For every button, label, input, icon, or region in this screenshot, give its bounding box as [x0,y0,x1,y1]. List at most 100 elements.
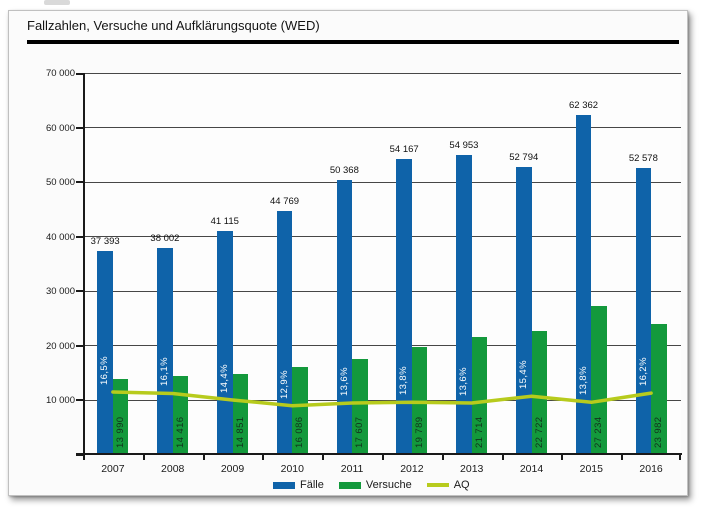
x-axis-tick [679,455,681,460]
gridline [83,399,681,401]
aq-percent-label: 13,6% [338,367,350,397]
bar-value-label-rotated: 14 851 [234,416,246,448]
x-axis-tick [142,455,145,460]
year-label: 2015 [579,463,603,475]
x-axis-tick [382,455,384,460]
bar-value-label: 38 002 [150,232,180,244]
legend-swatch-aq [426,483,449,487]
year-label: 2013 [460,463,484,475]
bar-faelle [396,159,412,455]
x-axis-tick [561,455,564,460]
gridline [83,72,681,74]
bar-value-label: 62 362 [569,99,599,111]
year-label: 2009 [220,463,245,475]
gridline [83,345,681,347]
legend-item-versuche: Versuche [338,479,412,491]
year-label: 2014 [519,463,544,475]
bar-versuche [232,373,248,455]
legend-label-faelle: Fälle [300,479,324,491]
bar-faelle [97,250,113,455]
y-axis-tick [76,73,83,75]
x-axis-tick [262,455,265,460]
x-axis-line [76,453,682,455]
bar-value-label-rotated: 19 789 [413,416,425,448]
y-tick-label: 50 000 [45,177,75,189]
bar-versuche [292,367,308,455]
bar-value-label-rotated: 22 722 [533,416,545,448]
bar-faelle [635,168,652,455]
bar-value-label-rotated: 13 990 [114,416,126,448]
bar-value-label: 50 368 [329,165,359,177]
x-axis-tick [501,455,504,460]
y-axis-tick [76,126,83,129]
y-axis-tick [76,344,83,347]
bar-versuche [471,336,488,455]
aq-percent-label: 13,8% [398,366,410,396]
bar-value-label-rotated: 21 714 [473,416,485,448]
y-tick-label: 60 000 [45,122,75,134]
bar-value-label-rotated: 17 607 [354,416,366,448]
year-label: 2010 [280,463,304,475]
y-axis-tick [76,290,83,293]
bar-value-label: 44 769 [270,195,300,207]
aq-percent-label: 14,4% [219,364,230,393]
legend-label-aq: AQ [453,479,470,491]
bar-versuche [651,324,667,455]
y-axis-tick [76,454,83,456]
year-label: 2007 [101,463,125,475]
aq-percent-label: 16,1% [159,357,171,387]
x-axis-tick [441,455,444,460]
bar-faelle [516,166,532,455]
bar-faelle [336,180,353,455]
legend-item-aq: AQ [426,479,470,491]
y-axis-line [83,73,85,457]
y-tick-label: 10 000 [45,395,75,407]
plot-area: 37 393 38 002 41 115 44 769 50 368 54 167 54 9… [76,72,682,460]
bar-value-label: 54 953 [449,140,479,152]
y-axis-tick [76,181,83,184]
scan-artifact [44,0,70,5]
bar-value-label: 52 794 [509,151,539,163]
legend: Fälle Versuche AQ [273,479,470,491]
gridline [83,290,681,292]
bar-versuche [591,306,607,455]
aq-percent-label: 16,5% [99,356,111,385]
aq-percent-label: 15,4% [518,360,529,390]
bar-faelle [276,210,293,455]
gridline [83,127,681,129]
legend-swatch-versuche [338,481,361,489]
gridline [83,236,681,238]
year-label: 2016 [639,463,663,475]
legend-label-versuche: Versuche [365,479,412,491]
title-divider [27,40,679,44]
bar-value-label: 37 393 [90,235,120,247]
bar-value-label-rotated: 27 234 [593,416,605,448]
aq-percent-label: 12,9% [278,369,290,399]
bar-versuche [531,331,547,455]
year-label: 2011 [340,463,364,475]
year-label: 2008 [161,463,185,475]
y-axis-tick [76,399,83,402]
legend-item-faelle: Fälle [273,479,324,491]
y-tick-label: 30 000 [45,286,75,298]
bar-faelle [157,247,173,455]
x-axis-tick [322,455,325,460]
gridline [83,181,681,183]
bar-value-label: 52 578 [628,153,658,165]
chart-title: Fallzahlen, Versuche und Aufklärungsquot… [27,18,320,33]
bar-value-label: 41 115 [210,215,239,227]
bar-value-label-rotated: 23 982 [653,416,665,448]
bar-versuche [352,358,368,455]
x-axis-tick [202,455,205,460]
bar-value-label-rotated: 16 086 [294,416,306,448]
bar-value-label: 54 167 [389,144,419,156]
y-tick-label: 40 000 [45,231,75,243]
x-axis-tick [621,455,624,460]
y-axis-tick [76,235,83,238]
aq-line [111,390,653,408]
bar-faelle [575,114,592,455]
y-tick-label: 70 000 [45,68,75,79]
chart-panel: Fallzahlen, Versuche und Aufklärungsquot… [8,10,688,496]
bar-faelle [456,155,472,455]
aq-percent-label: 13,6% [458,367,470,397]
